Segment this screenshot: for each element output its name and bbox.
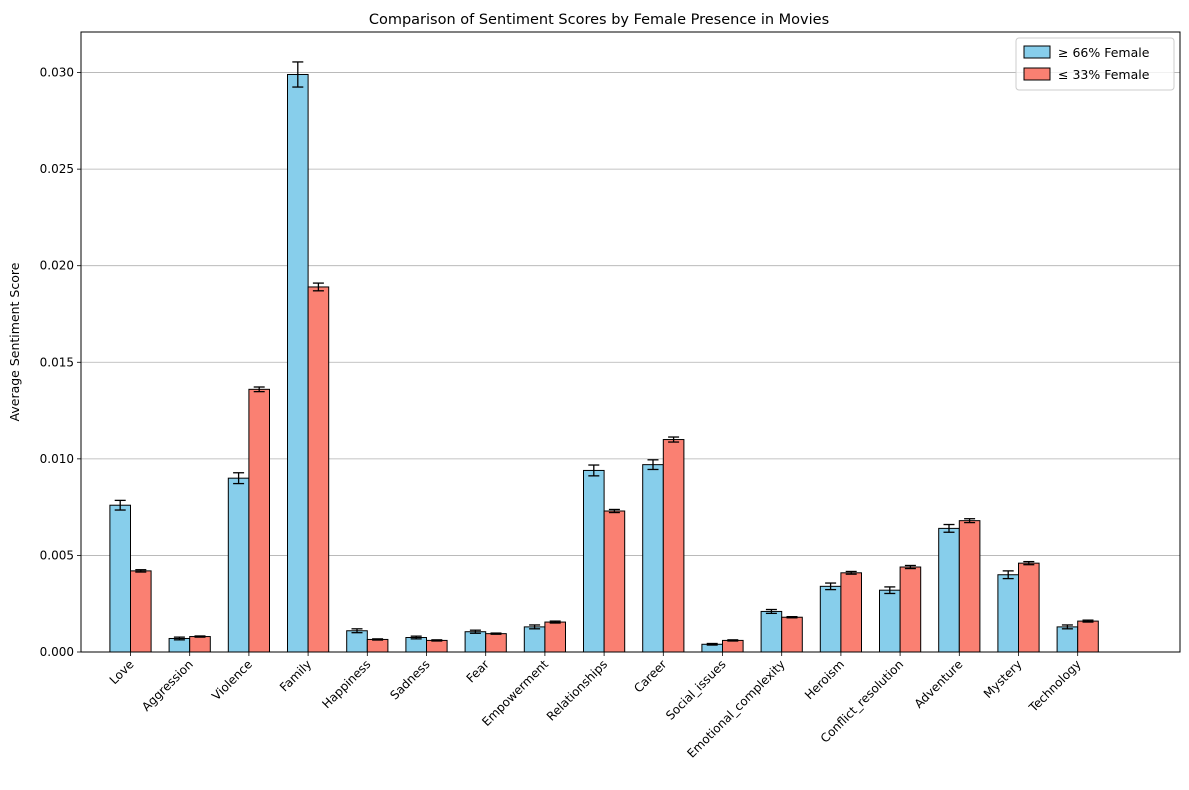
bar-low-female-empowerment (544, 621, 567, 653)
bar-high-female-relationships (583, 469, 605, 653)
y-tick-label: 0.030 (40, 66, 74, 80)
chart-title: Comparison of Sentiment Scores by Female… (369, 12, 829, 28)
x-tick-label: Love (107, 657, 137, 687)
x-tick-label: Emotional_complexity (684, 657, 787, 760)
y-tick-label: 0.015 (40, 355, 74, 369)
axes (80, 31, 1181, 653)
legend: ≥ 66% Female ≤ 33% Female (1015, 37, 1175, 91)
bar-low-female-adventure (958, 520, 981, 653)
x-tick-label: Adventure (912, 657, 966, 711)
bar-high-female-happiness (346, 630, 368, 653)
x-tick-label: Happiness (319, 657, 373, 711)
x-tick-label: Mystery (981, 657, 1025, 701)
y-ticks: 0.000 0.005 0.010 0.015 0.020 0.025 0.030 (40, 66, 81, 659)
bar-low-female-aggression (189, 636, 211, 653)
x-tick-label: Social_issues (663, 657, 729, 723)
bar-low-female-career (662, 439, 685, 653)
x-tick-label: Relationships (544, 657, 610, 723)
bar-low-female-emotional_complexity (781, 616, 803, 653)
bar-low-female-happiness (366, 638, 389, 653)
x-tick-label: Heroism (802, 657, 847, 702)
y-tick-label: 0.020 (40, 259, 74, 273)
bar-high-female-violence (227, 477, 250, 653)
legend-label: ≤ 33% Female (1058, 67, 1150, 82)
bar-low-female-social_issues (722, 639, 744, 653)
plot-frame (80, 31, 1181, 653)
y-axis-label: Average Sentiment Score (7, 262, 22, 421)
bar-high-female-technology (1056, 626, 1079, 653)
y-tick-label: 0.005 (40, 548, 74, 562)
bar-high-female-mystery (997, 574, 1020, 653)
y-tick-label: 0.025 (40, 162, 74, 176)
x-tick-label: Technology (1026, 657, 1084, 715)
y-tick-label: 0.000 (40, 645, 74, 659)
x-tick-label: Aggression (139, 657, 196, 714)
bar-high-female-love (109, 504, 132, 653)
bar-low-female-fear (485, 633, 507, 653)
bars (109, 73, 1099, 653)
bar-low-female-heroism (840, 572, 863, 653)
x-tick-label: Sadness (387, 657, 432, 702)
x-tick-label: Career (631, 657, 669, 695)
bar-low-female-conflict_resolution (899, 566, 922, 653)
x-tick-label: Fear (464, 657, 492, 685)
x-tick-label: Family (277, 657, 314, 694)
bar-low-female-sadness (426, 639, 448, 653)
bar-high-female-family (287, 73, 309, 653)
bar-high-female-empowerment (523, 626, 546, 653)
bar-low-female-relationships (603, 510, 626, 653)
bar-high-female-emotional_complexity (760, 610, 783, 653)
bar-high-female-adventure (938, 527, 960, 653)
bar-low-female-technology (1077, 620, 1099, 653)
y-tick-label: 0.010 (40, 452, 74, 466)
bar-low-female-love (130, 570, 152, 653)
bar-high-female-career (642, 464, 664, 653)
bar-low-female-family (307, 286, 330, 653)
x-ticks: Love Aggression Violence Family Happiness Sad… (107, 652, 1084, 761)
bar-high-female-fear (464, 631, 487, 653)
bar-high-female-sadness (405, 637, 427, 653)
bar-low-female-violence (248, 388, 270, 653)
legend-box (1015, 37, 1175, 91)
bar-high-female-conflict_resolution (879, 589, 901, 653)
x-tick-label: Violence (209, 657, 255, 703)
legend-swatch (1023, 67, 1051, 81)
legend-swatch (1023, 45, 1051, 59)
bar-high-female-aggression (168, 637, 191, 653)
bar-high-female-heroism (819, 585, 842, 653)
bar-low-female-mystery (1018, 562, 1040, 653)
error-bars (114, 61, 1094, 646)
legend-label: ≥ 66% Female (1058, 45, 1150, 60)
